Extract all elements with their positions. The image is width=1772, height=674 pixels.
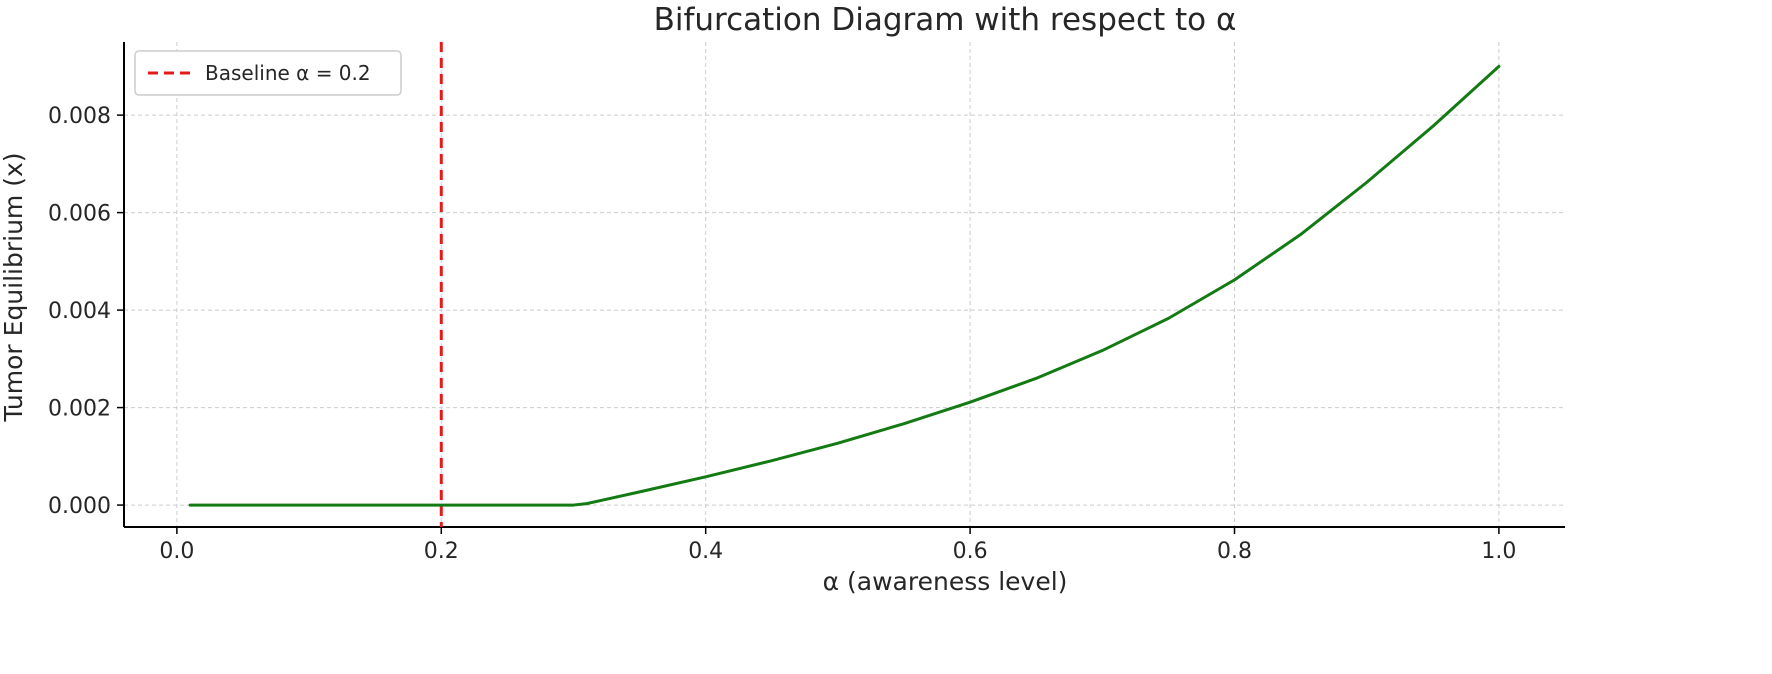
chart-title: Bifurcation Diagram with respect to α	[654, 2, 1237, 38]
equilibrium-series-line	[188, 64, 1501, 507]
axes	[117, 42, 1565, 534]
x-tick-label-1: 0.2	[424, 539, 459, 564]
y-tick-label-4: 0.008	[48, 104, 111, 129]
legend: Baseline α = 0.2	[134, 50, 402, 96]
x-tick-label-5: 1.0	[1481, 539, 1516, 564]
y-tick-label-3: 0.006	[48, 202, 111, 227]
series	[188, 64, 1501, 507]
x-tick-label-0: 0.0	[159, 539, 194, 564]
x-tick-label-3: 0.6	[953, 539, 988, 564]
y-tick-label-2: 0.004	[48, 299, 111, 324]
y-axis-label: Tumor Equilibrium (x)	[0, 152, 28, 422]
x-axis-label: α (awareness level)	[823, 567, 1068, 596]
legend-label-baseline: Baseline α = 0.2	[205, 61, 371, 85]
x-tick-label-2: 0.4	[688, 539, 723, 564]
x-tick-label-4: 0.8	[1217, 539, 1252, 564]
y-tick-label-0: 0.000	[48, 494, 111, 519]
legend-box	[134, 50, 402, 96]
tick-labels: 0.0 0.2 0.4 0.6 0.8 1.0 0.000 0.002 0.004 0.006 0.…	[48, 104, 1516, 564]
y-tick-label-1: 0.002	[48, 397, 111, 422]
